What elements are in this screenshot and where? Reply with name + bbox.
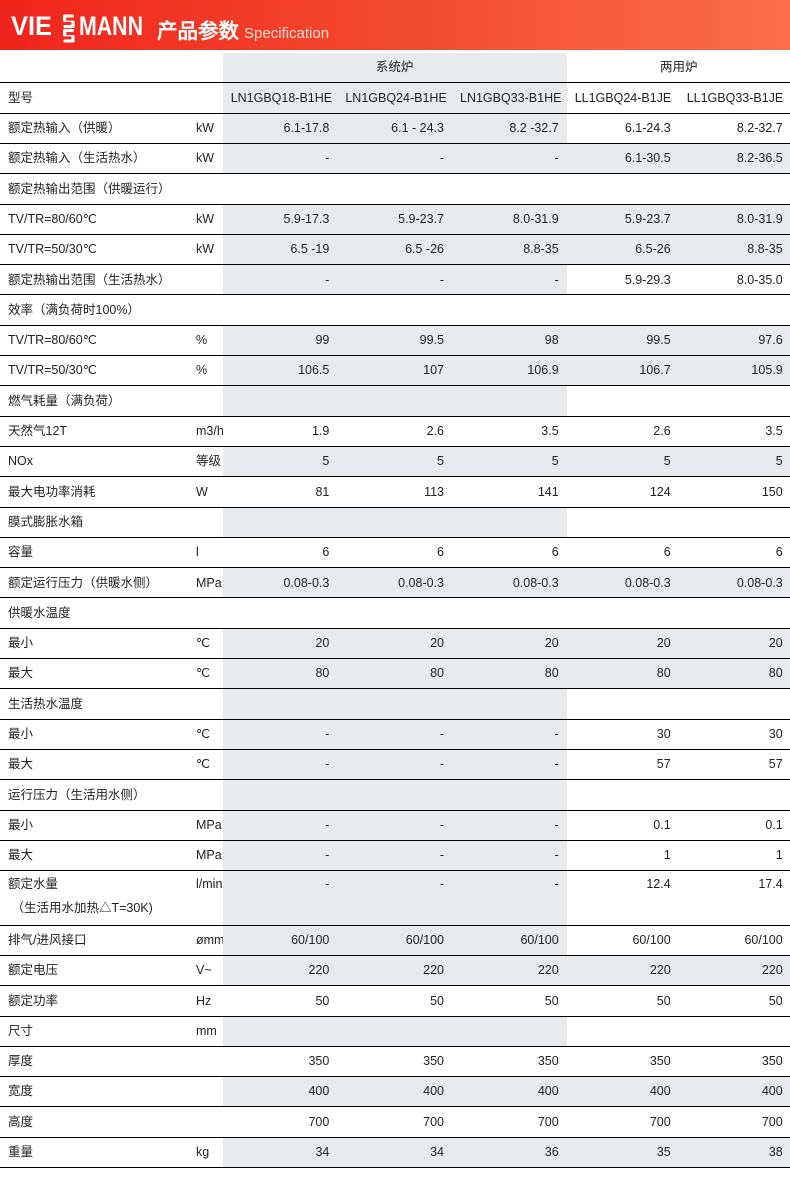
svg-text:VIE: VIE bbox=[11, 11, 52, 41]
svg-text:MANN: MANN bbox=[79, 11, 143, 41]
